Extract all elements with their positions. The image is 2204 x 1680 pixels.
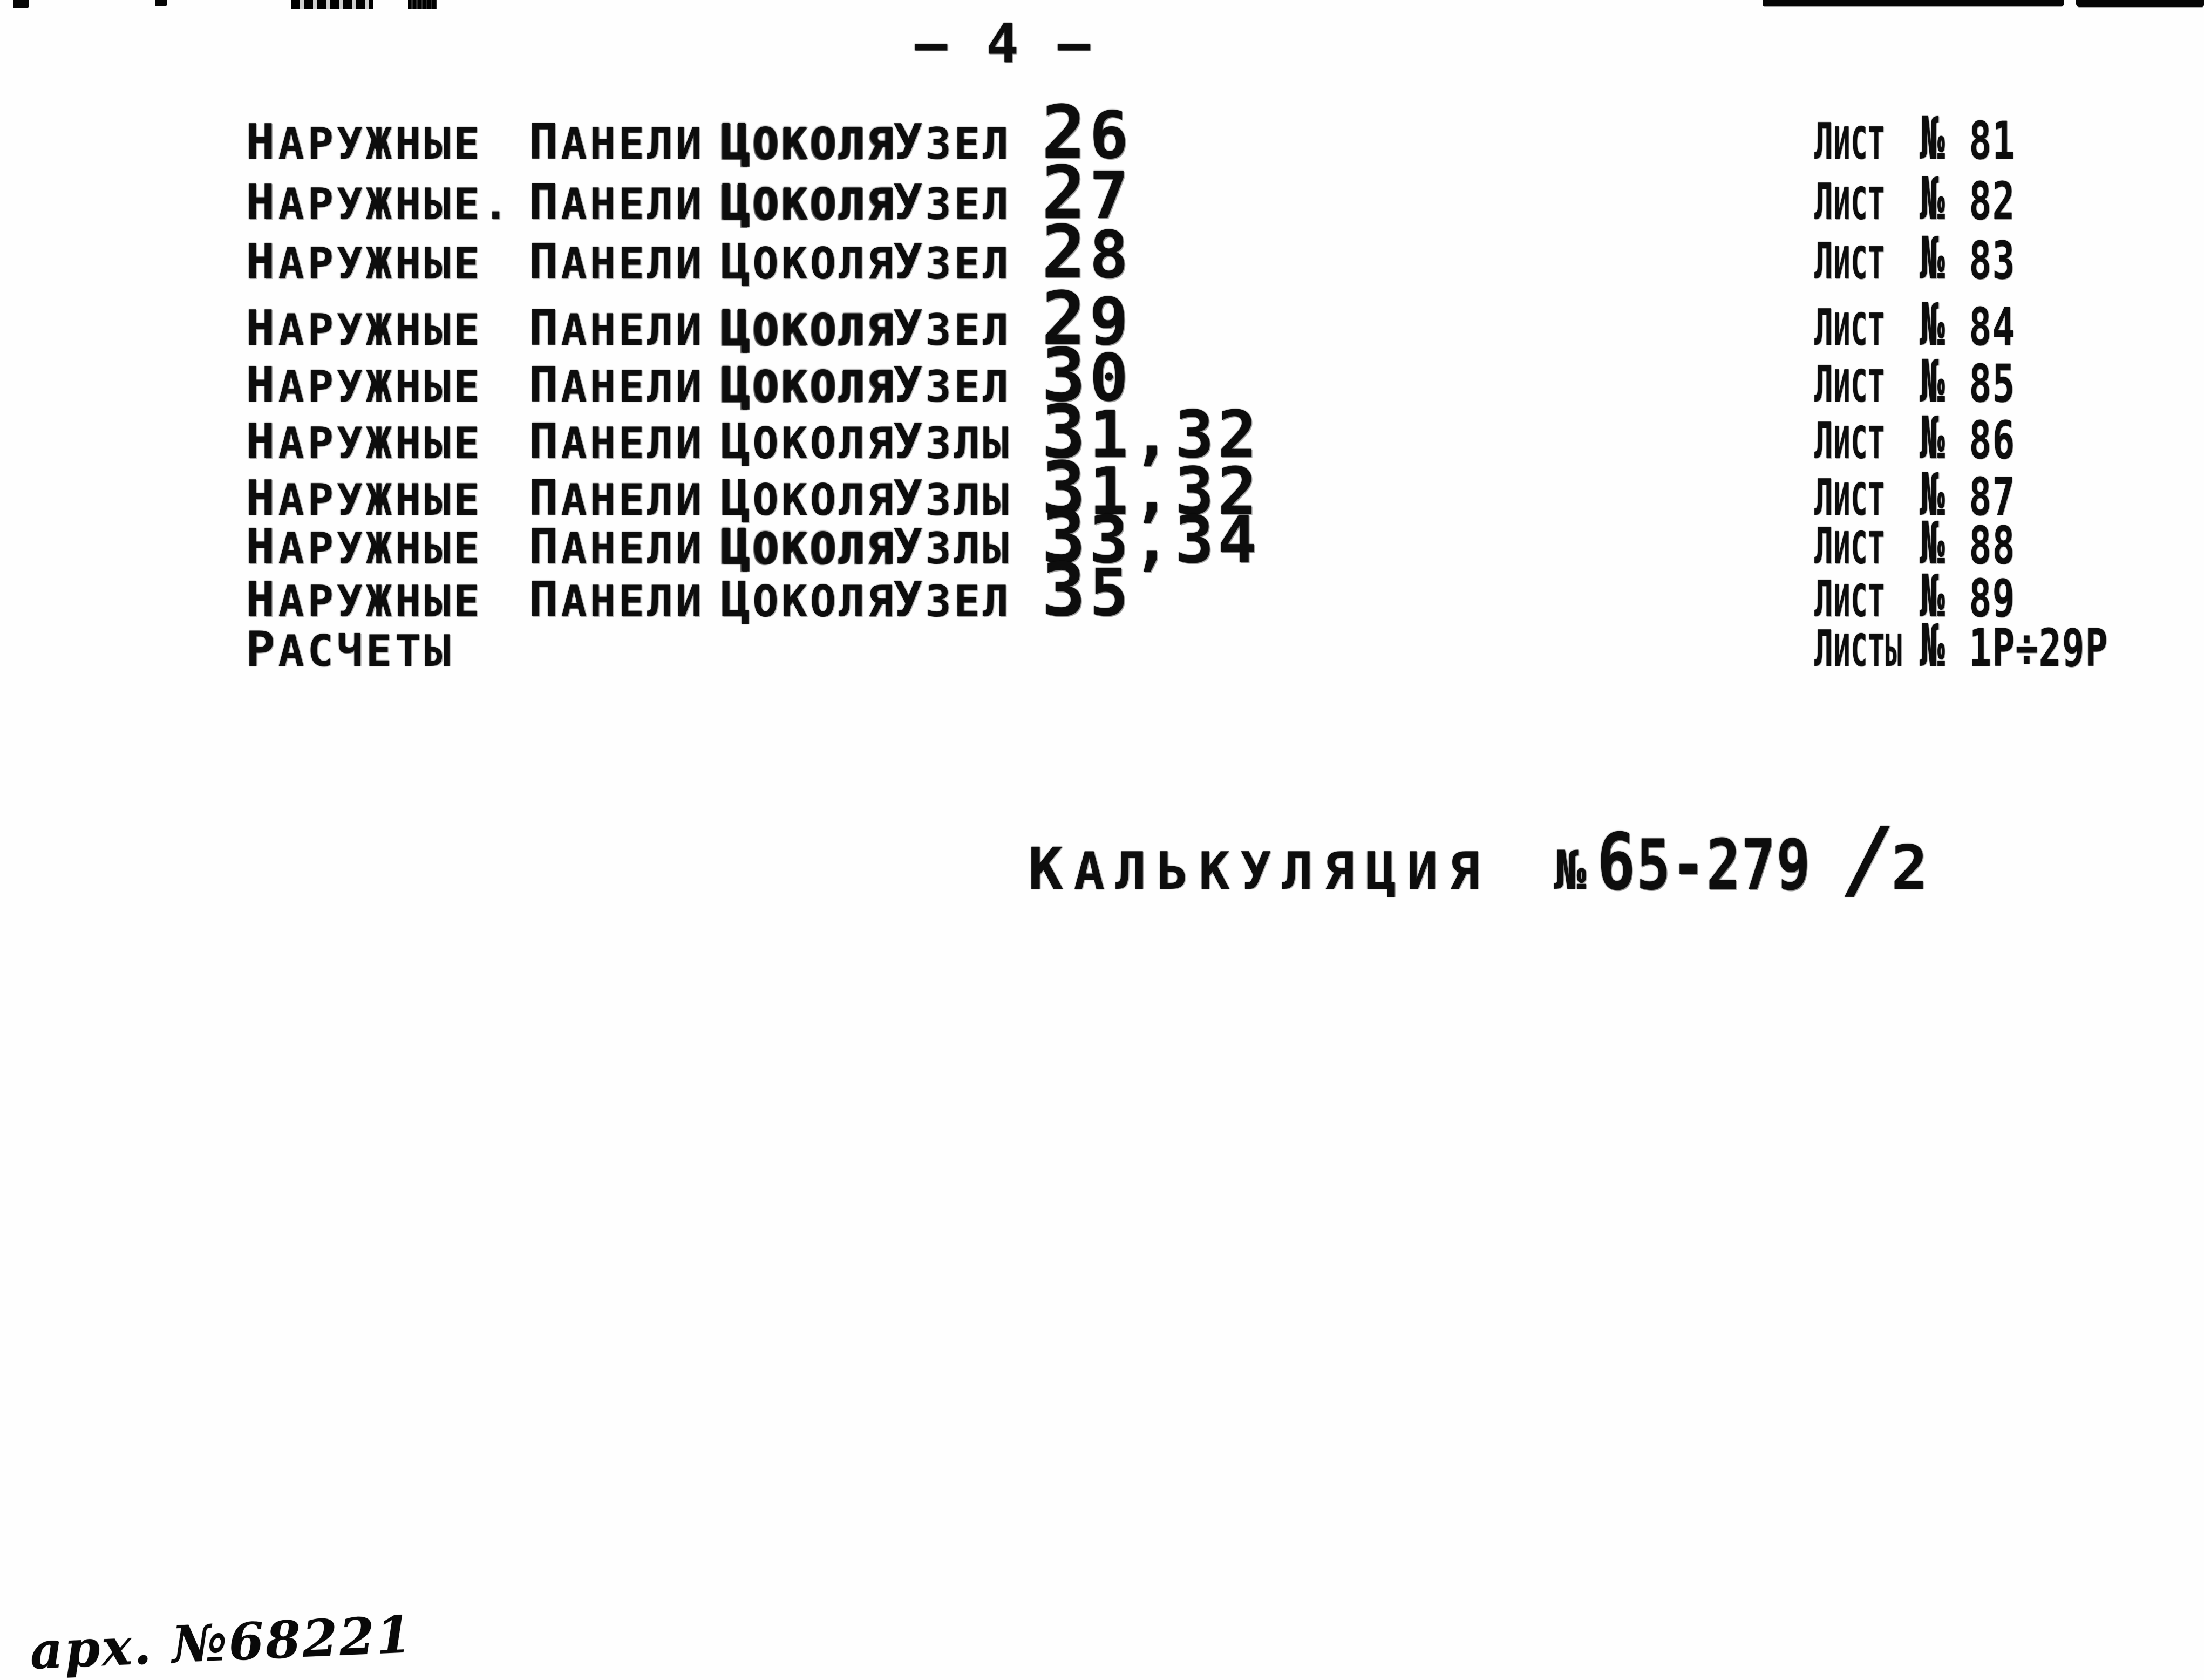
toc-item-text: цоколя (720, 572, 896, 628)
sheet-label: лист (1814, 570, 1886, 628)
toc-node-number: 30 (1042, 332, 1132, 418)
toc-row: Наружные панели цоколя Узел 30 лист № 85 (246, 332, 2107, 418)
sheet-number: № 88 (1920, 509, 2016, 577)
toc-item-text: цоколя (720, 413, 896, 470)
toc-item-text: панели (529, 413, 705, 470)
toc-item-text: панели (529, 470, 705, 527)
calculation-fraction-denominator: 2 (1891, 832, 1928, 903)
toc-item-text: Наружные (246, 413, 483, 470)
sheet-label: лист (1814, 468, 1886, 527)
toc-row: Наружные панели цоколя Узлы 31,32 лист №… (246, 446, 2107, 531)
toc-item-text: Наружные (246, 572, 483, 628)
toc-row: Наружные панели цоколя Узел 35 лист № 89 (246, 547, 2107, 632)
toc-item-text: цоколя (720, 234, 896, 290)
toc-row: Наружные панели цоколя Узлы 31,32 лист №… (246, 389, 2107, 474)
sheet-number: № 82 (1920, 165, 2016, 233)
toc-row: Наружные панели цоколя Узел 29 лист № 84 (246, 276, 2107, 361)
toc-item-text: Узлы (893, 519, 1011, 575)
toc-item-text: цоколя (720, 357, 896, 413)
sheet-label: лист (1814, 412, 1886, 470)
toc-row: Наружные панели цоколя Узел 28 лист № 83 (246, 209, 2107, 295)
toc-item-text: панели (529, 300, 705, 357)
scan-artifact-bar (2076, 0, 2204, 7)
toc-node-number: 33,34 (1042, 494, 1261, 580)
sheet-label: лист (1814, 112, 1886, 171)
toc-item-text: Узлы (893, 470, 1011, 527)
calculation-number: 65-279 (1597, 817, 1812, 908)
calculation-no-sign: № (1554, 840, 1587, 902)
toc-item-text: Узел (893, 572, 1011, 628)
toc-item-text: Узел (893, 234, 1011, 290)
scan-artifact (291, 0, 373, 9)
toc-node-number: 31,32 (1042, 389, 1261, 474)
sheet-label: лист (1814, 232, 1886, 290)
toc-item-text: Наружные (246, 114, 483, 171)
toc-item-text: цоколя (720, 470, 896, 527)
toc-item-text: Узел (893, 174, 1011, 231)
sheet-label: лист (1814, 355, 1886, 413)
toc-row: Наружные панели цоколя Узлы 33,34 лист №… (246, 494, 2107, 580)
toc-item-text: панели (529, 174, 705, 231)
toc-item-text: Узел (893, 114, 1011, 171)
scan-artifact (155, 0, 167, 6)
toc-item-text: Узел (893, 300, 1011, 357)
sheet-label: лист (1814, 517, 1886, 575)
toc-node-number: 29 (1042, 276, 1132, 361)
toc-item-text: Наружные (246, 234, 483, 290)
toc-item-text: цоколя (720, 300, 896, 357)
toc-row: Расчеты листы № 1р÷29р (246, 611, 2107, 680)
sheet-number: № 85 (1920, 347, 2016, 416)
sheet-number: № 86 (1920, 404, 2016, 472)
sheet-number: № 84 (1920, 290, 2016, 359)
toc-item-text: Узел (893, 357, 1011, 413)
toc-item-text: Наружные (246, 357, 483, 413)
toc-node-number: 26 (1042, 90, 1132, 175)
sheet-label: лист (1814, 298, 1886, 357)
toc-node-number: 35 (1042, 547, 1132, 632)
sheet-number: № 1р÷29р (1920, 611, 2108, 680)
toc-item-text: цоколя (720, 519, 896, 575)
sheet-number: № 83 (1920, 224, 2016, 293)
sheet-label: листы (1814, 620, 1903, 678)
sheet-number: № 87 (1920, 460, 2016, 529)
archive-note-handwriting: арх. №68221 (29, 1605, 414, 1680)
scan-artifact (13, 0, 29, 8)
toc-item-text: Расчеты (246, 621, 454, 678)
toc-node-number: 28 (1042, 209, 1132, 295)
sheet-number: № 89 (1920, 562, 2016, 630)
page-number: – 4 – (915, 12, 1094, 75)
calculation-label: Калькуляция (1028, 835, 1491, 903)
toc-item-text: Наружные (246, 470, 483, 527)
toc-item-text: Наружные (246, 300, 483, 357)
toc-item-text: панели (529, 519, 705, 575)
toc-row: Наружные. панели цоколя Узел 27 лист № 8… (246, 150, 2107, 235)
toc-item-text: цоколя (720, 174, 896, 231)
calculation-line: Калькуляция № 65-279 / 2 (1028, 808, 1928, 909)
toc-item-text: панели (529, 572, 705, 628)
sheet-number: № 81 (1920, 104, 2016, 173)
toc-item-text: цоколя (720, 114, 896, 171)
toc-item-text: Наружные. (246, 174, 512, 231)
scan-artifact-bar (1763, 0, 2064, 6)
scan-artifact (408, 0, 437, 9)
toc-node-number: 27 (1042, 150, 1132, 235)
toc-item-text: панели (529, 357, 705, 413)
calculation-fraction-slash: / (1844, 808, 1897, 909)
toc-node-number: 31,32 (1042, 446, 1261, 531)
toc-item-text: панели (529, 114, 705, 171)
sheet-label: лист (1814, 173, 1886, 231)
toc-item-text: панели (529, 234, 705, 290)
toc-item-text: Узлы (893, 413, 1011, 470)
toc-row: Наружные панели цоколя Узел 26 лист № 81 (246, 90, 2107, 175)
toc-item-text: Наружные (246, 519, 483, 575)
